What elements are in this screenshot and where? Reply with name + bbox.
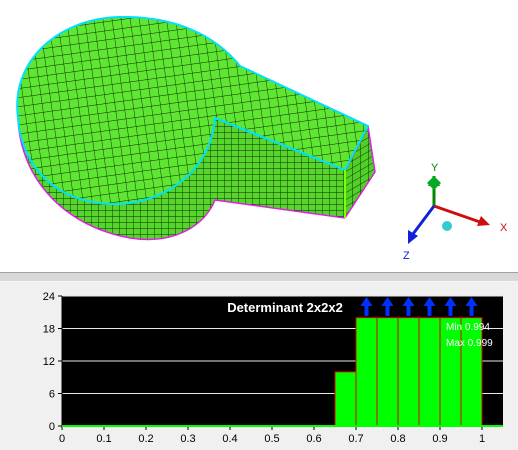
x-tick-label: 0.3 bbox=[180, 433, 195, 445]
overflow-arrow bbox=[402, 297, 415, 316]
histogram-bar bbox=[334, 371, 357, 427]
overflow-arrow bbox=[444, 297, 457, 316]
mesh-viewport[interactable]: Y X Z bbox=[0, 0, 518, 272]
cylinder-side-face bbox=[18, 118, 215, 240]
histogram-bar bbox=[397, 317, 420, 427]
x-tick-label: 0.6 bbox=[306, 433, 321, 445]
overflow-arrow bbox=[465, 297, 478, 316]
histogram-bar bbox=[376, 317, 399, 427]
y-tick-label: 24 bbox=[43, 291, 55, 303]
overflow-arrow bbox=[423, 297, 436, 316]
x-tick-label: 0 bbox=[59, 433, 65, 445]
axis-triad: Y X Z bbox=[403, 162, 508, 262]
y-tick-label: 12 bbox=[43, 356, 55, 368]
origin-marker bbox=[442, 221, 452, 231]
mesh-canvas[interactable]: Y X Z bbox=[0, 0, 518, 272]
extension-bottom-edge bbox=[214, 199, 346, 219]
y-tick-label: 6 bbox=[49, 389, 55, 401]
histogram-bar bbox=[355, 317, 378, 427]
histogram-bar bbox=[439, 317, 462, 427]
extension-side-face bbox=[215, 118, 345, 218]
x-tick-label: 0.4 bbox=[222, 433, 237, 445]
z-axis-label: Z bbox=[403, 250, 410, 262]
cylinder-side-rim bbox=[17, 117, 216, 241]
chart-title: Determinant 2x2x2 bbox=[227, 300, 343, 315]
x-tick-label: 0.2 bbox=[138, 433, 153, 445]
determinant-histogram: 0 6 12 18 24 0 0.1 0.2 0.3 0.4 0.5 0.6 0.7 0.8 0.9 1 De… bbox=[43, 291, 503, 445]
x-tick-label: 0.8 bbox=[390, 433, 405, 445]
histogram-panel: 0 6 12 18 24 0 0.1 0.2 0.3 0.4 0.5 0.6 0.7 0.8 0.9 1 De… bbox=[0, 282, 518, 450]
top-face-inner-edge bbox=[214, 117, 346, 171]
extension-end-face bbox=[345, 126, 375, 218]
histogram-bar bbox=[460, 317, 483, 427]
x-tick-label: 1 bbox=[479, 433, 485, 445]
x-tick-label: 0.5 bbox=[264, 433, 279, 445]
y-tick-label: 18 bbox=[43, 324, 55, 336]
panel-splitter[interactable] bbox=[0, 272, 518, 282]
end-face-rim bbox=[344, 125, 376, 219]
overflow-arrow bbox=[381, 297, 394, 316]
y-tick-label: 0 bbox=[49, 421, 55, 433]
x-axis-label: X bbox=[500, 222, 508, 234]
y-axis-label: Y bbox=[431, 162, 439, 174]
max-stat-label: Max 0.999 bbox=[446, 338, 493, 349]
x-tick-label: 0.9 bbox=[432, 433, 447, 445]
x-tick-label: 0.7 bbox=[348, 433, 363, 445]
x-tick-label: 0.1 bbox=[96, 433, 111, 445]
top-face bbox=[16, 15, 370, 206]
min-stat-label: Min 0.994 bbox=[446, 322, 490, 333]
histogram-bar bbox=[418, 317, 441, 427]
overflow-arrow bbox=[360, 297, 373, 316]
